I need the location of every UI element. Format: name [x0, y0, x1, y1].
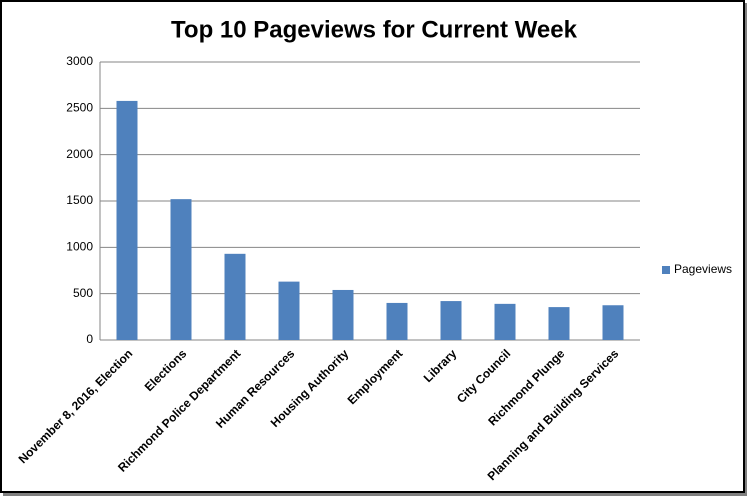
legend-label: Pageviews [674, 262, 732, 276]
y-tick-label: 1500 [66, 193, 93, 207]
chart-title: Top 10 Pageviews for Current Week [171, 16, 578, 43]
legend-swatch [662, 266, 670, 274]
bar [602, 305, 624, 340]
bar [548, 307, 570, 340]
bar [494, 303, 516, 340]
bar [170, 199, 192, 340]
y-tick-label: 1000 [66, 240, 93, 254]
y-tick-label: 2500 [66, 101, 93, 115]
y-tick-label: 500 [73, 286, 93, 300]
bar [224, 253, 246, 340]
bar [116, 100, 138, 340]
bar [386, 302, 408, 340]
y-tick-label: 0 [86, 332, 93, 346]
y-tick-label: 3000 [66, 54, 93, 68]
y-tick-label: 2000 [66, 147, 93, 161]
bar [278, 281, 300, 340]
bar [440, 301, 462, 340]
bar [332, 289, 354, 340]
